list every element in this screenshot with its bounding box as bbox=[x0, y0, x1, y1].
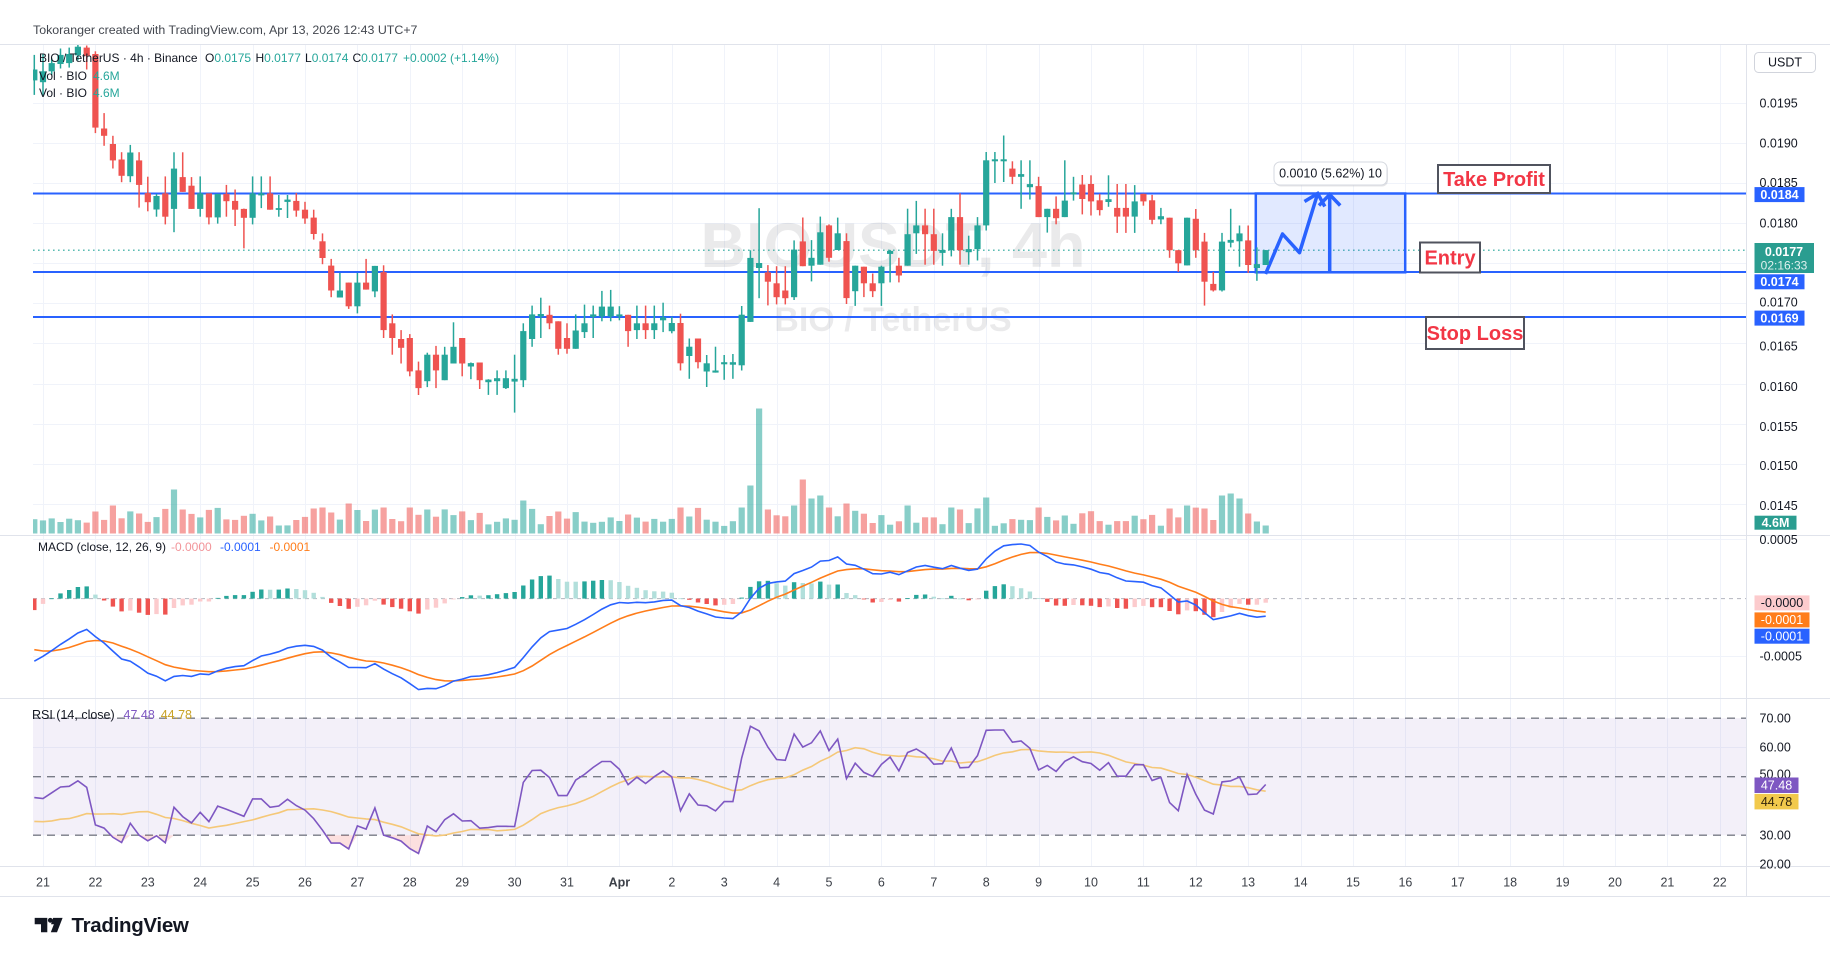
svg-text:13: 13 bbox=[1241, 876, 1255, 890]
svg-text:0.0010 (5.62%) 10: 0.0010 (5.62%) 10 bbox=[1279, 167, 1382, 181]
svg-text:14: 14 bbox=[1294, 876, 1308, 890]
svg-text:0.0150: 0.0150 bbox=[1760, 459, 1798, 473]
svg-text:0.0145: 0.0145 bbox=[1760, 499, 1798, 513]
svg-text:MACD (close, 12, 26, 9)-0.0000: MACD (close, 12, 26, 9) -0.0000 -0.0001 -0.… bbox=[38, 540, 311, 554]
svg-text:0.0174: 0.0174 bbox=[1760, 275, 1798, 289]
svg-text:0.0005: 0.0005 bbox=[1760, 533, 1798, 547]
svg-text:23: 23 bbox=[141, 876, 155, 890]
svg-text:Take Profit: Take Profit bbox=[1443, 169, 1545, 191]
svg-text:21: 21 bbox=[36, 876, 50, 890]
svg-text:Vol · BIO 4.6M: Vol · BIO 4.6M bbox=[39, 69, 120, 83]
svg-text:0.0160: 0.0160 bbox=[1760, 380, 1798, 394]
svg-text:0.0165: 0.0165 bbox=[1760, 339, 1798, 353]
svg-text:22: 22 bbox=[1713, 876, 1727, 890]
svg-text:4: 4 bbox=[773, 876, 780, 890]
svg-text:19: 19 bbox=[1556, 876, 1570, 890]
svg-text:44.78: 44.78 bbox=[1761, 795, 1792, 809]
svg-text:Apr: Apr bbox=[609, 876, 631, 890]
svg-text:-0.0001: -0.0001 bbox=[1761, 613, 1803, 627]
svg-text:15: 15 bbox=[1346, 876, 1360, 890]
svg-text:31: 31 bbox=[560, 876, 574, 890]
svg-text:Tokoranger created with Tradin: Tokoranger created with TradingView.com,… bbox=[33, 23, 418, 37]
svg-text:3: 3 bbox=[721, 876, 728, 890]
svg-text:18: 18 bbox=[1503, 876, 1517, 890]
svg-text:22: 22 bbox=[88, 876, 102, 890]
svg-text:-0.0005: -0.0005 bbox=[1760, 650, 1802, 664]
svg-text:47.48: 47.48 bbox=[1761, 779, 1792, 793]
svg-text:0.0155: 0.0155 bbox=[1760, 420, 1798, 434]
svg-text:24: 24 bbox=[193, 876, 207, 890]
svg-text:20.00: 20.00 bbox=[1760, 858, 1791, 872]
svg-text:30: 30 bbox=[508, 876, 522, 890]
svg-text:0.0195: 0.0195 bbox=[1760, 97, 1798, 111]
svg-text:6: 6 bbox=[878, 876, 885, 890]
svg-text:Stop Loss: Stop Loss bbox=[1427, 323, 1524, 345]
svg-text:26: 26 bbox=[298, 876, 312, 890]
svg-text:12: 12 bbox=[1189, 876, 1203, 890]
svg-text:11: 11 bbox=[1137, 876, 1150, 890]
svg-text:4.6M: 4.6M bbox=[1762, 516, 1790, 530]
svg-text:21: 21 bbox=[1660, 876, 1674, 890]
svg-text:TradingView: TradingView bbox=[72, 914, 189, 937]
svg-text:2: 2 bbox=[668, 876, 675, 890]
svg-text:BIO / TetherUS: BIO / TetherUS bbox=[774, 301, 1011, 339]
svg-text:10: 10 bbox=[1084, 876, 1098, 890]
svg-text:5: 5 bbox=[826, 876, 833, 890]
svg-text:Vol · BIO 4.6M: Vol · BIO 4.6M bbox=[39, 86, 120, 100]
svg-text:16: 16 bbox=[1398, 876, 1412, 890]
svg-text:Entry: Entry bbox=[1424, 248, 1476, 270]
svg-text:60.00: 60.00 bbox=[1760, 740, 1791, 754]
svg-text:0.0190: 0.0190 bbox=[1760, 136, 1798, 150]
svg-text:29: 29 bbox=[455, 876, 469, 890]
svg-text:17: 17 bbox=[1451, 876, 1465, 890]
svg-text:28: 28 bbox=[403, 876, 417, 890]
svg-text:27: 27 bbox=[350, 876, 364, 890]
svg-text:70.00: 70.00 bbox=[1760, 711, 1791, 725]
svg-text:0.0170: 0.0170 bbox=[1760, 296, 1798, 310]
svg-text:8: 8 bbox=[983, 876, 990, 890]
svg-text:9: 9 bbox=[1035, 876, 1042, 890]
svg-text:02:16:33: 02:16:33 bbox=[1761, 258, 1808, 272]
svg-text:0.0185: 0.0185 bbox=[1760, 176, 1798, 190]
svg-text:0.0180: 0.0180 bbox=[1760, 217, 1798, 231]
svg-text:7: 7 bbox=[930, 876, 937, 890]
svg-text:0.0184: 0.0184 bbox=[1760, 188, 1798, 202]
svg-text:-0.0000: -0.0000 bbox=[1761, 596, 1803, 610]
svg-text:30.00: 30.00 bbox=[1760, 828, 1791, 842]
svg-text:25: 25 bbox=[246, 876, 260, 890]
svg-text:BIOUSDT, 4h: BIOUSDT, 4h bbox=[700, 211, 1085, 281]
svg-text:20: 20 bbox=[1608, 876, 1622, 890]
svg-text:0.0169: 0.0169 bbox=[1760, 311, 1798, 325]
svg-text:USDT: USDT bbox=[1768, 56, 1802, 70]
svg-text:-0.0001: -0.0001 bbox=[1761, 630, 1803, 644]
svg-text:0.0177: 0.0177 bbox=[1765, 245, 1803, 259]
